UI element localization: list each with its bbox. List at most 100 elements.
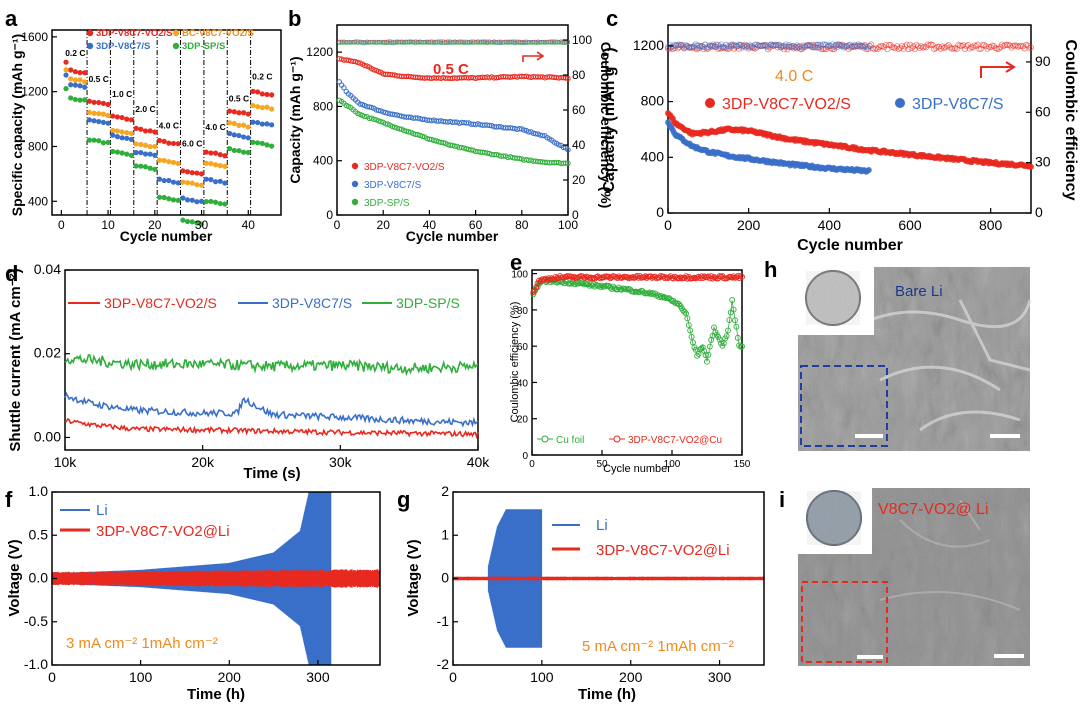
data-point xyxy=(217,200,223,207)
data-point xyxy=(615,273,622,280)
data-point xyxy=(552,273,559,280)
data-point xyxy=(152,129,158,135)
data-point xyxy=(110,148,116,155)
data-point xyxy=(681,274,688,281)
ce-point xyxy=(697,44,704,51)
data-point xyxy=(732,317,738,324)
data-point xyxy=(231,132,237,138)
data-point xyxy=(396,126,403,132)
data-point xyxy=(389,123,396,130)
data-point xyxy=(341,85,347,91)
ce-point xyxy=(528,40,534,46)
data-point xyxy=(180,179,186,185)
panel-g-legend-label: Li xyxy=(596,517,608,534)
panel-a-frame xyxy=(51,29,282,216)
ce-point xyxy=(341,40,347,45)
data-point xyxy=(587,280,594,287)
x-tick-label: 300 xyxy=(708,669,732,685)
data-point xyxy=(63,67,69,73)
data-point xyxy=(241,122,247,128)
data-point xyxy=(236,148,242,154)
data-point xyxy=(203,149,209,155)
data-point xyxy=(652,273,659,280)
x-tick-label: 40 xyxy=(423,218,437,232)
ce-point xyxy=(561,40,566,46)
ce-point xyxy=(408,40,414,45)
data-point xyxy=(175,160,181,167)
ce-point xyxy=(487,41,492,46)
data-point xyxy=(705,351,712,358)
ce-point xyxy=(471,39,476,44)
data-point xyxy=(357,101,363,107)
data-point xyxy=(250,139,256,145)
panel-label-f: f xyxy=(5,487,13,512)
data-point xyxy=(600,274,607,281)
panel-e-legend-marker xyxy=(541,435,549,443)
data-point xyxy=(184,180,191,186)
y-tick-label: 0.00 xyxy=(34,428,61,444)
ce-point xyxy=(443,40,448,45)
data-point xyxy=(371,116,377,122)
data-point xyxy=(138,141,144,148)
ce-point xyxy=(836,41,843,48)
data-point xyxy=(105,120,111,126)
x-tick-label: 0 xyxy=(449,669,457,685)
y-tick-label: 40 xyxy=(517,378,529,389)
data-point xyxy=(170,140,177,147)
panel-b-legend-marker xyxy=(351,198,359,206)
rate-label: 6.0 C xyxy=(182,138,202,148)
x-tick-label: 0 xyxy=(58,218,65,232)
data-point xyxy=(72,96,78,103)
rate-label: 4.0 C xyxy=(205,122,225,132)
data-point xyxy=(133,125,139,131)
ce-point xyxy=(374,41,379,46)
ce-point xyxy=(346,40,351,46)
data-point xyxy=(375,107,382,114)
panel-c-axis-arrow-icon xyxy=(980,61,1016,78)
data-point xyxy=(128,130,135,137)
data-point xyxy=(142,151,149,157)
data-point xyxy=(77,77,83,83)
ce-point xyxy=(538,40,543,45)
ce-point xyxy=(907,41,914,48)
data-point xyxy=(245,124,251,130)
ce-point xyxy=(478,40,483,45)
data-point xyxy=(607,284,614,291)
panel-e-legend-label: Cu foil xyxy=(556,435,584,446)
y-tick-label: 0.0 xyxy=(29,570,49,586)
data-point xyxy=(650,291,657,298)
ce-point xyxy=(558,40,564,45)
data-point xyxy=(641,274,647,281)
panel-d-legend-label: 3DP-SP/S xyxy=(396,295,460,311)
data-point xyxy=(255,140,261,146)
data-point xyxy=(161,194,167,201)
data-point xyxy=(461,145,467,151)
data-point xyxy=(336,56,343,62)
data-point xyxy=(245,149,251,156)
data-point xyxy=(114,134,121,140)
data-point xyxy=(362,62,368,69)
panel-label-e: e xyxy=(510,250,522,275)
scale-bar xyxy=(994,654,1024,658)
ce-point xyxy=(452,40,457,45)
data-point xyxy=(739,273,745,280)
ce-point xyxy=(360,40,365,46)
data-point xyxy=(100,100,107,106)
ce-point xyxy=(524,41,529,46)
data-point xyxy=(184,218,191,225)
panel-label-a: a xyxy=(5,6,18,31)
data-point xyxy=(184,169,191,175)
data-point xyxy=(222,201,228,207)
data-point xyxy=(730,273,737,280)
data-point xyxy=(662,275,668,282)
data-point xyxy=(269,92,275,98)
panel-a-xlabel: Cycle number xyxy=(120,228,213,244)
ce-point xyxy=(471,40,476,45)
data-point xyxy=(681,308,688,315)
panel-label-h: h xyxy=(764,257,777,282)
ce-point xyxy=(424,40,430,45)
y-tick-label: 0 xyxy=(441,570,449,586)
rate-label: 2.0 C xyxy=(135,104,155,114)
ce-point xyxy=(965,41,972,48)
data-point xyxy=(582,274,589,281)
